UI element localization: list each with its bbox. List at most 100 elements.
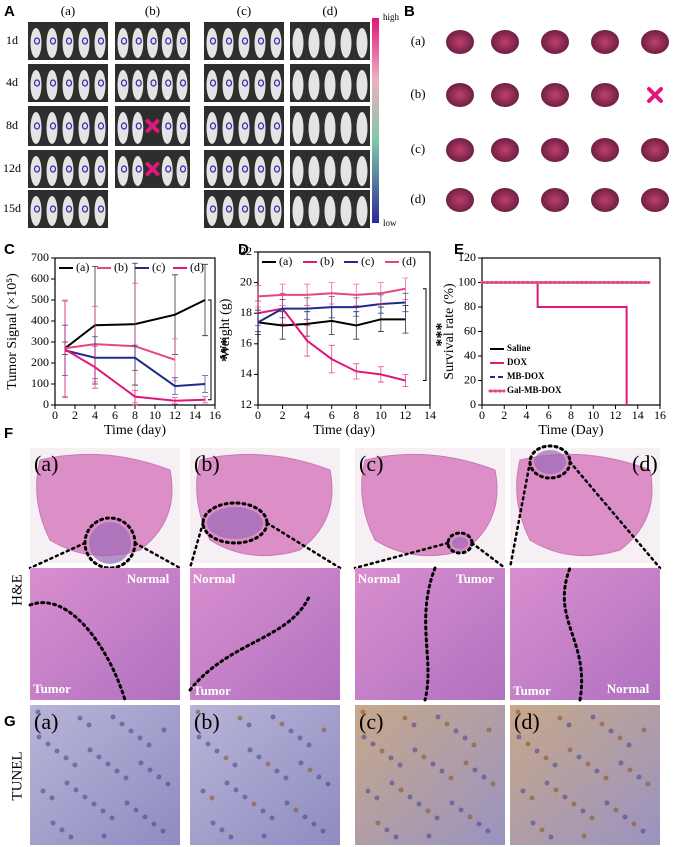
cell-nucleus xyxy=(86,722,92,728)
liver xyxy=(541,30,569,54)
mouse xyxy=(340,196,352,226)
error-bar xyxy=(402,277,409,300)
cell-nucleus xyxy=(476,821,482,827)
legend-label: Saline xyxy=(507,343,531,353)
mouse xyxy=(254,112,266,144)
y-tick-label: 600 xyxy=(31,271,49,285)
missing-mark xyxy=(647,87,663,103)
tumor-signal xyxy=(49,79,57,87)
mouse xyxy=(356,112,368,144)
x-tick-label: 14 xyxy=(632,408,644,422)
cell-nucleus xyxy=(604,800,610,806)
cell-nucleus xyxy=(247,747,253,753)
group-label: (a) xyxy=(34,709,58,734)
cell-nucleus xyxy=(435,714,441,720)
cell-nucleus xyxy=(316,774,322,780)
tumor-signal xyxy=(225,79,233,87)
mouse xyxy=(62,196,74,226)
x-tick-label: 2 xyxy=(501,408,507,422)
tumor-signal xyxy=(165,79,172,87)
legend-label: (b) xyxy=(320,254,334,268)
mouse xyxy=(292,156,304,186)
cell-nucleus xyxy=(54,748,60,754)
cell-nucleus xyxy=(274,768,280,774)
cell-nucleus xyxy=(137,735,143,741)
mouse xyxy=(176,70,188,100)
cell-nucleus xyxy=(481,774,487,780)
cell-nucleus xyxy=(320,828,326,834)
tumor-region xyxy=(534,450,566,474)
mouse xyxy=(340,70,352,100)
missing-mark xyxy=(145,162,160,176)
cell-nucleus xyxy=(471,742,477,748)
mouse xyxy=(132,70,144,100)
liver xyxy=(641,188,669,212)
mouse xyxy=(78,70,90,100)
mouse xyxy=(161,28,173,58)
mouse xyxy=(254,28,266,58)
cell-nucleus xyxy=(223,755,229,761)
mouse xyxy=(30,156,42,186)
mouse xyxy=(176,112,188,144)
cell-nucleus xyxy=(467,814,473,820)
mouse xyxy=(324,112,336,144)
tumor-signal xyxy=(273,122,281,130)
group-label: (a) xyxy=(61,3,75,18)
tumor-signal xyxy=(257,205,265,213)
cell-nucleus xyxy=(412,747,418,753)
group-label: (b) xyxy=(194,451,220,476)
liver xyxy=(491,83,519,107)
x-tick-label: 8 xyxy=(353,408,359,422)
cell-nucleus xyxy=(430,761,436,767)
cell-nucleus xyxy=(59,827,65,833)
tumor-signal xyxy=(49,205,57,213)
cell-nucleus xyxy=(288,728,294,734)
mouse xyxy=(206,28,218,58)
y-tick-label: 0 xyxy=(470,397,476,411)
cell-nucleus xyxy=(205,741,211,747)
cell-nucleus xyxy=(302,814,308,820)
tumor-signal xyxy=(97,205,105,213)
y-tick-label: 0 xyxy=(43,397,49,411)
cell-nucleus xyxy=(458,807,464,813)
x-tick-label: 14 xyxy=(424,408,436,422)
day-label: 8d xyxy=(6,118,18,132)
liver xyxy=(541,138,569,162)
mouse xyxy=(46,196,58,226)
liver xyxy=(641,30,669,54)
mouse xyxy=(176,28,188,58)
cell-nucleus xyxy=(411,722,417,728)
mouse xyxy=(176,156,188,186)
mouse xyxy=(46,112,58,144)
tumor-signal xyxy=(209,79,217,87)
cell-nucleus xyxy=(580,808,586,814)
mouse xyxy=(94,196,106,226)
mouse xyxy=(147,70,158,100)
tumor-signal xyxy=(97,79,105,87)
cell-nucleus xyxy=(407,794,413,800)
mouse xyxy=(324,70,336,100)
cell-nucleus xyxy=(91,801,97,807)
cell-nucleus xyxy=(77,715,83,721)
liver xyxy=(641,138,669,162)
region-label: Normal xyxy=(127,571,170,586)
tumor-signal xyxy=(179,37,187,45)
mouse xyxy=(222,156,234,186)
y-tick-label: 100 xyxy=(458,274,476,288)
y-tick-label: 500 xyxy=(31,292,49,306)
cell-nucleus xyxy=(622,814,628,820)
cell-nucleus xyxy=(631,821,637,827)
colorbar-label: low xyxy=(383,218,397,228)
cell-nucleus xyxy=(389,780,395,786)
cell-nucleus xyxy=(594,768,600,774)
tumor-boundary xyxy=(423,566,437,702)
tumor-signal xyxy=(209,205,217,213)
tumor-signal xyxy=(165,165,172,173)
cell-nucleus xyxy=(462,735,468,741)
mouse xyxy=(78,112,90,144)
series-line xyxy=(64,343,176,361)
mouse xyxy=(117,28,129,58)
tumor-region xyxy=(207,507,263,539)
tumor-signal xyxy=(273,165,281,173)
